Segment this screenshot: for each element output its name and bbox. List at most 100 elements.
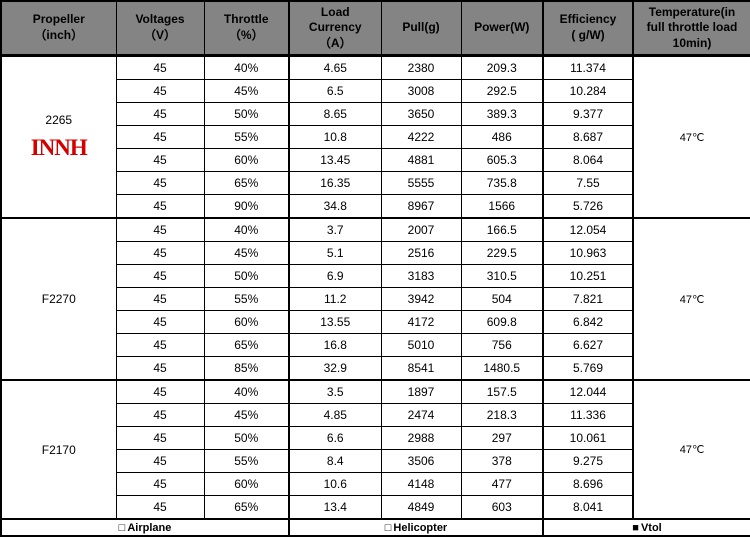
power-cell: 735.8	[460, 171, 544, 195]
power-cell: 603	[460, 495, 544, 520]
power-cell: 605.3	[460, 148, 544, 172]
col-header-power: Power(W)	[460, 0, 544, 57]
table-row: 45 55% 11.2 3942 504 7.821	[1, 287, 750, 311]
voltage-cell: 45	[115, 55, 205, 80]
efficiency-cell: 8.696	[542, 472, 634, 496]
propeller-label: 2265	[45, 113, 73, 127]
pull-cell: 2474	[380, 403, 462, 427]
throttle-cell: 45%	[203, 403, 290, 427]
table-row: 45 45% 4.85 2474 218.3 11.336	[1, 403, 750, 427]
throttle-cell: 65%	[203, 333, 290, 357]
current-cell: 8.65	[288, 102, 382, 126]
throttle-cell: 40%	[203, 217, 290, 242]
voltage-cell: 45	[115, 217, 205, 242]
voltage-cell: 45	[115, 310, 205, 334]
throttle-cell: 50%	[203, 426, 290, 450]
table-row: 2265 INNH 45 40% 4.65 2380 209.3 11.374 47℃	[0, 55, 750, 219]
power-cell: 378	[460, 449, 544, 473]
pull-cell: 1897	[380, 379, 462, 404]
col-header-efficiency: Efficiency ( g/W)	[542, 0, 634, 57]
power-cell: 310.5	[460, 264, 544, 288]
footer-option-helicopter-label: Helicopter	[393, 521, 448, 534]
pull-cell: 3650	[380, 102, 462, 126]
current-cell: 13.55	[288, 310, 382, 334]
table-row: 45 60% 10.6 4148 477 8.696	[1, 472, 750, 496]
efficiency-cell: 7.821	[542, 287, 634, 311]
throttle-cell: 55%	[203, 287, 290, 311]
power-cell: 756	[460, 333, 544, 357]
efficiency-cell: 10.251	[542, 264, 634, 288]
checkbox-checked-icon: ■	[632, 521, 639, 534]
table-row: 45 65% 16.35 5555 735.8 7.55	[1, 171, 750, 195]
voltage-cell: 45	[115, 403, 205, 427]
efficiency-cell: 8.687	[542, 125, 634, 149]
col-header-load-currency: Load Currency （A）	[288, 0, 382, 57]
pull-cell: 5555	[380, 171, 462, 195]
throttle-cell: 50%	[203, 102, 290, 126]
efficiency-cell: 10.963	[542, 241, 634, 265]
voltage-cell: 45	[115, 426, 205, 450]
table-row: F2170 45 40% 3.5 1897 157.5 12.044 47℃	[0, 379, 750, 520]
voltage-cell: 45	[115, 194, 205, 219]
footer-row: □ Airplane □ Helicopter ■ Vtol	[0, 518, 750, 537]
current-cell: 32.9	[288, 356, 382, 381]
efficiency-cell: 9.377	[542, 102, 634, 126]
power-cell: 297	[460, 426, 544, 450]
footer-option-airplane-label: Airplane	[127, 521, 172, 534]
table-row: F2270 45 40% 3.7 2007 166.5 12.054 47℃	[0, 217, 750, 381]
current-cell: 11.2	[288, 287, 382, 311]
throttle-cell: 60%	[203, 148, 290, 172]
current-cell: 6.9	[288, 264, 382, 288]
current-cell: 16.8	[288, 333, 382, 357]
voltage-cell: 45	[115, 171, 205, 195]
footer-option-helicopter: □ Helicopter	[288, 518, 544, 537]
voltage-cell: 45	[115, 472, 205, 496]
efficiency-cell: 9.275	[542, 449, 634, 473]
table-row: 45 90% 34.8 8967 1566 5.726	[1, 194, 750, 219]
current-cell: 4.85	[288, 403, 382, 427]
table-row: 45 60% 13.45 4881 605.3 8.064	[1, 148, 750, 172]
voltage-cell: 45	[115, 449, 205, 473]
voltage-cell: 45	[115, 495, 205, 520]
pull-cell: 4172	[380, 310, 462, 334]
footer-option-vtol-label: Vtol	[640, 521, 662, 534]
temperature-cell: 47℃	[632, 217, 750, 381]
footer-option-airplane: □ Airplane	[0, 518, 290, 537]
efficiency-cell: 10.061	[542, 426, 634, 450]
temperature-cell: 47℃	[632, 379, 750, 520]
current-cell: 10.8	[288, 125, 382, 149]
col-header-voltages: Voltages （V）	[115, 0, 205, 57]
pull-cell: 3942	[380, 287, 462, 311]
col-header-propeller: Propeller （inch）	[0, 0, 117, 57]
col-header-throttle: Throttle （%）	[203, 0, 290, 57]
power-cell: 292.5	[460, 79, 544, 103]
power-cell: 1566	[460, 194, 544, 219]
voltage-cell: 45	[115, 102, 205, 126]
power-cell: 477	[460, 472, 544, 496]
pull-cell: 2380	[380, 55, 462, 80]
power-cell: 609.8	[460, 310, 544, 334]
pull-cell: 8967	[380, 194, 462, 219]
col-header-pull: Pull(g)	[380, 0, 462, 57]
efficiency-cell: 5.769	[542, 356, 634, 381]
throttle-cell: 45%	[203, 241, 290, 265]
current-cell: 4.65	[288, 55, 382, 80]
efficiency-cell: 7.55	[542, 171, 634, 195]
propeller-cell: F2170	[0, 379, 117, 520]
voltage-cell: 45	[115, 125, 205, 149]
pull-cell: 2007	[380, 217, 462, 242]
efficiency-cell: 6.627	[542, 333, 634, 357]
voltage-cell: 45	[115, 148, 205, 172]
current-cell: 13.4	[288, 495, 382, 520]
current-cell: 16.35	[288, 171, 382, 195]
efficiency-cell: 8.041	[542, 495, 634, 520]
throttle-cell: 65%	[203, 495, 290, 520]
efficiency-cell: 11.336	[542, 403, 634, 427]
current-cell: 34.8	[288, 194, 382, 219]
throttle-cell: 65%	[203, 171, 290, 195]
voltage-cell: 45	[115, 264, 205, 288]
pull-cell: 4148	[380, 472, 462, 496]
voltage-cell: 45	[115, 287, 205, 311]
power-cell: 1480.5	[460, 356, 544, 381]
efficiency-cell: 8.064	[542, 148, 634, 172]
